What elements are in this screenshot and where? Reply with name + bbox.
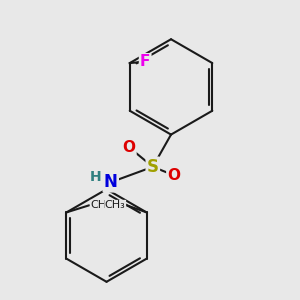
Text: N: N — [104, 173, 118, 191]
Text: S: S — [147, 158, 159, 176]
Text: O: O — [167, 168, 180, 183]
Text: CH₃: CH₃ — [90, 200, 111, 210]
Text: H: H — [89, 170, 101, 184]
Text: F: F — [140, 54, 150, 69]
Text: O: O — [122, 140, 136, 155]
Text: CH₃: CH₃ — [105, 200, 126, 210]
